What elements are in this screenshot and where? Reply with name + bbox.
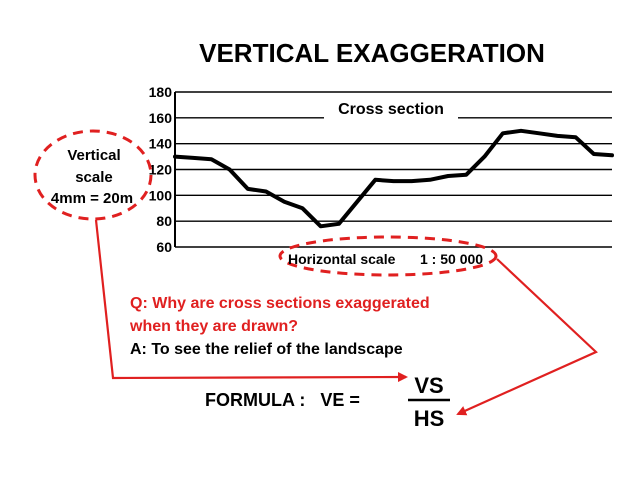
- page-title: VERTICAL EXAGGERATION: [199, 38, 545, 68]
- formula-numerator: VS: [414, 373, 443, 398]
- vertical-scale-line2: scale: [75, 169, 113, 186]
- cross-section-chart: 180 160 140 120 100 80 60 Cross section: [149, 84, 614, 255]
- elevation-profile-line: [173, 128, 614, 229]
- y-tick-labels: 180 160 140 120 100 80 60: [149, 84, 173, 255]
- y-tick-label-120: 120: [149, 162, 173, 178]
- y-tick-label-180: 180: [149, 84, 173, 100]
- question-line1: Q: Why are cross sections exaggerated: [130, 295, 430, 312]
- grid-lines: [175, 91, 612, 248]
- vs-arrow: [94, 219, 408, 383]
- y-tick-label-100: 100: [149, 187, 173, 203]
- formula-denominator: HS: [414, 406, 445, 431]
- cross-section-label: Cross section: [338, 101, 444, 118]
- horizontal-scale-label: Horizontal scale: [288, 251, 396, 267]
- y-tick-label-140: 140: [149, 136, 173, 152]
- vertical-scale-line1: Vertical: [67, 147, 120, 164]
- answer-text: A: To see the relief of the landscape: [130, 341, 403, 358]
- y-tick-label-160: 160: [149, 110, 173, 126]
- cross-section-label-bg: [324, 97, 458, 119]
- formula-lhs: FORMULA : VE =: [205, 390, 360, 410]
- horizontal-scale-ellipse: [278, 235, 498, 277]
- hs-arrow: [456, 258, 598, 416]
- vertical-scale-line3: 4mm = 20m: [51, 190, 133, 207]
- y-tick-label-60: 60: [156, 239, 172, 255]
- question-line2: when they are drawn?: [129, 318, 298, 335]
- vertical-scale-ellipse: [33, 129, 153, 221]
- horizontal-scale-ratio: 1 : 50 000: [420, 251, 483, 267]
- y-tick-label-80: 80: [156, 213, 172, 229]
